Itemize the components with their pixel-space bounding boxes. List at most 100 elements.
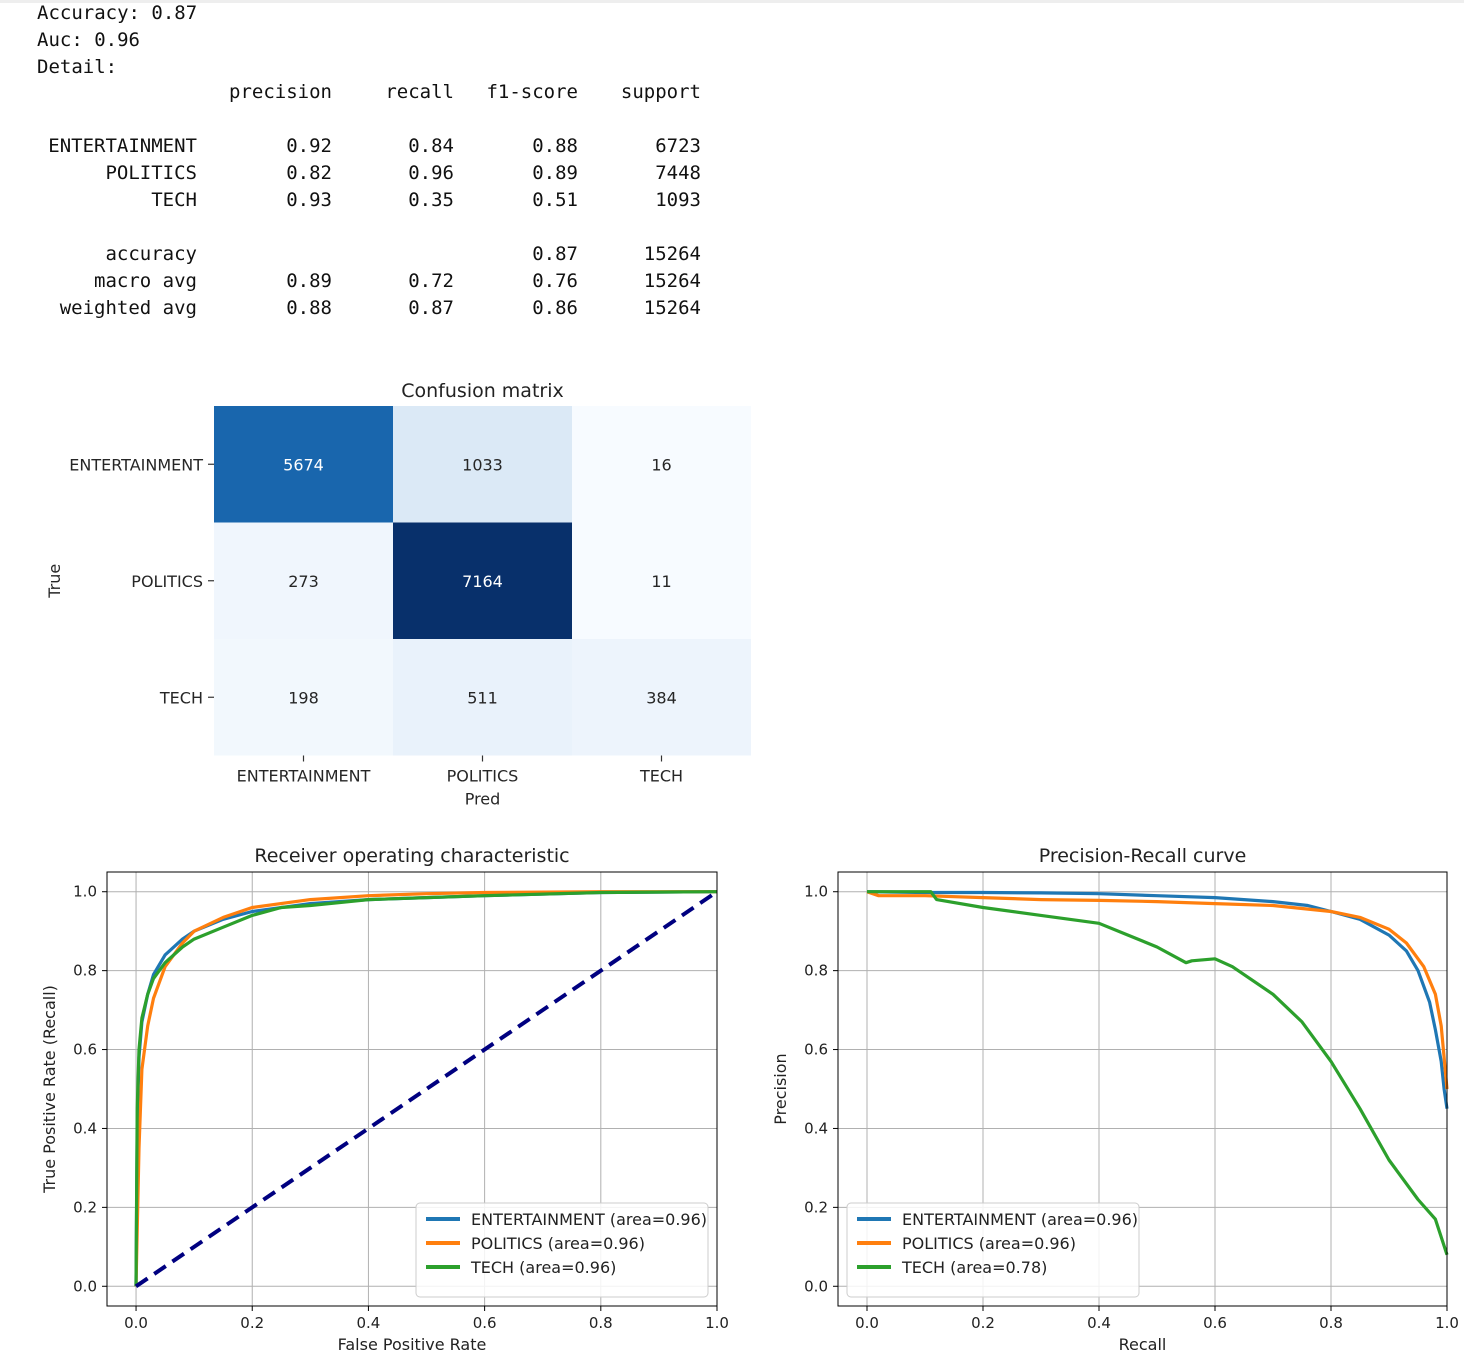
plot-frame xyxy=(106,871,718,1307)
x-axis-label: False Positive Rate xyxy=(338,1335,487,1354)
series-line xyxy=(134,890,717,1287)
report-cell-recall: 0.84 xyxy=(408,135,454,157)
report-header: precision recall f1-score support xyxy=(37,81,737,108)
x-tick-label: ENTERTAINMENT xyxy=(237,767,371,786)
heatmap-cell xyxy=(214,639,393,756)
heatmap-cell-value: 11 xyxy=(651,572,671,591)
diagonal-reference-line xyxy=(134,890,719,1288)
x-tick-label: 0.2 xyxy=(971,1314,995,1332)
x-tick-label: POLITICS xyxy=(447,767,519,786)
y-tick-label: POLITICS xyxy=(131,572,203,591)
legend-label: TECH (area=0.78) xyxy=(901,1258,1047,1277)
report-cell-precision: 0.92 xyxy=(286,135,332,157)
y-tick-label: 0.8 xyxy=(73,962,97,980)
y-tick-label: 1.0 xyxy=(804,883,828,901)
heatmap-cell xyxy=(393,522,572,639)
roc-chart: 0.0 0.2 0.4 0.6 0.8 1.0 0.0 0.2 0.4 0.6 0.8 1.0 Rece… xyxy=(40,845,729,1354)
report-row: POLITICS 0.82 0.96 0.89 7448 xyxy=(37,162,737,189)
x-axis-label: Recall xyxy=(1119,1335,1167,1354)
report-cell-support: 7448 xyxy=(655,162,701,184)
heatmap-cell-value: 16 xyxy=(651,455,671,474)
report-cell-precision: 0.89 xyxy=(286,270,332,292)
x-tick-label: 0.2 xyxy=(240,1314,264,1332)
chart-title: Precision-Recall curve xyxy=(1039,845,1247,867)
x-tick-label: 0.0 xyxy=(855,1314,879,1332)
heatmap-cell xyxy=(572,406,751,523)
legend-label: ENTERTAINMENT (area=0.96) xyxy=(471,1210,707,1229)
report-row-label: accuracy xyxy=(105,243,197,265)
report-cell-f1: 0.87 xyxy=(532,243,578,265)
report-cell-f1: 0.86 xyxy=(532,297,578,319)
legend: ENTERTAINMENT (area=0.96) POLITICS (area=… xyxy=(846,1202,1140,1298)
report-cell-precision: 0.93 xyxy=(286,189,332,211)
series-line xyxy=(134,890,718,1287)
report-cell-recall: 0.87 xyxy=(408,297,454,319)
y-axis-label: True Positive Rate (Recall) xyxy=(40,985,59,1194)
pr-chart: 0.0 0.2 0.4 0.6 0.8 1.0 0.0 0.2 0.4 0.6 0.8 1.0 Prec… xyxy=(771,845,1459,1354)
x-tick-label: 0.4 xyxy=(356,1314,380,1332)
series-line xyxy=(867,890,1449,1256)
y-tick-label: TECH xyxy=(159,688,203,707)
report-header-cell: support xyxy=(620,81,701,103)
report-cell-support: 6723 xyxy=(655,135,701,157)
heatmap-cell xyxy=(214,406,393,523)
report-row: ENTERTAINMENT 0.92 0.84 0.88 6723 xyxy=(37,135,737,162)
report-cell-support: 1093 xyxy=(655,189,701,211)
y-tick-label: 0.2 xyxy=(804,1198,828,1216)
chart-title: Receiver operating characteristic xyxy=(254,845,569,867)
report-cell-f1: 0.76 xyxy=(532,270,578,292)
report-cell-support: 15264 xyxy=(643,270,701,292)
heatmap-cell-value: 511 xyxy=(467,688,498,707)
x-tick-label: 0.8 xyxy=(1319,1314,1343,1332)
heatmap-cell xyxy=(572,522,751,639)
plot-frame xyxy=(837,871,1448,1307)
x-tick-label: 0.8 xyxy=(589,1314,613,1332)
summary-output: Accuracy: 0.87 Auc: 0.96 Detail: xyxy=(37,0,197,81)
legend-label: ENTERTAINMENT (area=0.96) xyxy=(902,1210,1138,1229)
report-cell-support: 15264 xyxy=(643,243,701,265)
heatmap-cell xyxy=(214,522,393,639)
report-row: macro avg 0.89 0.72 0.76 15264 xyxy=(37,270,737,297)
y-tick-label: 0.8 xyxy=(804,962,828,980)
report-cell-recall: 0.96 xyxy=(408,162,454,184)
y-tick-label: 0.2 xyxy=(73,1198,97,1216)
x-tick-label: 0.6 xyxy=(1203,1314,1227,1332)
report-row-label: weighted avg xyxy=(59,297,197,319)
x-tick-label: 0.0 xyxy=(124,1314,148,1332)
y-tick-label: 0.4 xyxy=(804,1119,828,1137)
auc-line: Auc: 0.96 xyxy=(37,29,140,51)
heatmap-cell-value: 7164 xyxy=(462,572,503,591)
heatmap-cell-value: 384 xyxy=(646,688,677,707)
legend-label: TECH (area=0.96) xyxy=(470,1258,616,1277)
legend-box xyxy=(415,1202,709,1298)
heatmap-cell xyxy=(393,639,572,756)
heatmap-cell-value: 273 xyxy=(288,572,319,591)
report-cell-precision: 0.88 xyxy=(286,297,332,319)
series-line xyxy=(866,890,1449,1090)
report-cell-precision: 0.82 xyxy=(286,162,332,184)
y-tick-label: ENTERTAINMENT xyxy=(69,455,203,474)
report-row: TECH 0.93 0.35 0.51 1093 xyxy=(37,189,737,216)
x-axis-label: Pred xyxy=(465,790,501,809)
report-cell-recall: 0.72 xyxy=(408,270,454,292)
legend-box xyxy=(846,1202,1140,1298)
y-tick-label: 0.4 xyxy=(73,1119,97,1137)
report-row: weighted avg 0.88 0.87 0.86 15264 xyxy=(37,297,737,324)
report-row-label: POLITICS xyxy=(105,162,197,184)
report-row-label: ENTERTAINMENT xyxy=(48,135,197,157)
report-row-label: macro avg xyxy=(94,270,197,292)
x-tick-label: 1.0 xyxy=(1435,1314,1459,1332)
y-tick-label: 1.0 xyxy=(73,883,97,901)
heatmap-cell-value: 5674 xyxy=(283,455,324,474)
report-cell-support: 15264 xyxy=(643,297,701,319)
heatmap-cell xyxy=(393,406,572,523)
accuracy-line: Accuracy: 0.87 xyxy=(37,2,198,24)
confusion-matrix-chart: 5674 1033 16 273 7164 11 198 511 384 Confusion ma… xyxy=(45,380,751,809)
y-tick-label: 0.0 xyxy=(73,1277,97,1295)
report-row-label: TECH xyxy=(151,189,197,211)
top-border xyxy=(0,0,1464,3)
report-cell-f1: 0.88 xyxy=(532,135,578,157)
chart-title: Confusion matrix xyxy=(401,380,563,402)
legend-label: POLITICS (area=0.96) xyxy=(471,1234,645,1253)
report-cell-recall: 0.35 xyxy=(408,189,454,211)
